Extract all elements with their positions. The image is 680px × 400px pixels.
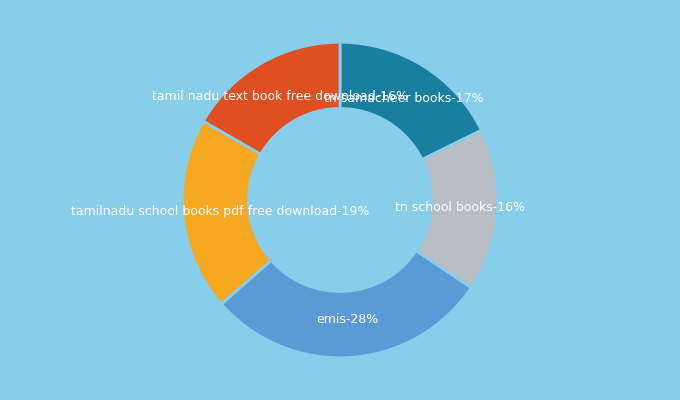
- Text: emis-28%: emis-28%: [317, 313, 379, 326]
- Wedge shape: [340, 42, 481, 160]
- Text: tn school books-16%: tn school books-16%: [394, 201, 525, 214]
- Text: tamil nadu text book free download-16%: tamil nadu text book free download-16%: [152, 90, 408, 103]
- Wedge shape: [182, 121, 271, 304]
- Text: tamilnadu school books pdf free download-19%: tamilnadu school books pdf free download…: [71, 205, 370, 218]
- Text: tn samacheer books-17%: tn samacheer books-17%: [324, 92, 483, 105]
- Wedge shape: [203, 42, 340, 154]
- Wedge shape: [222, 251, 471, 358]
- Wedge shape: [416, 130, 498, 288]
